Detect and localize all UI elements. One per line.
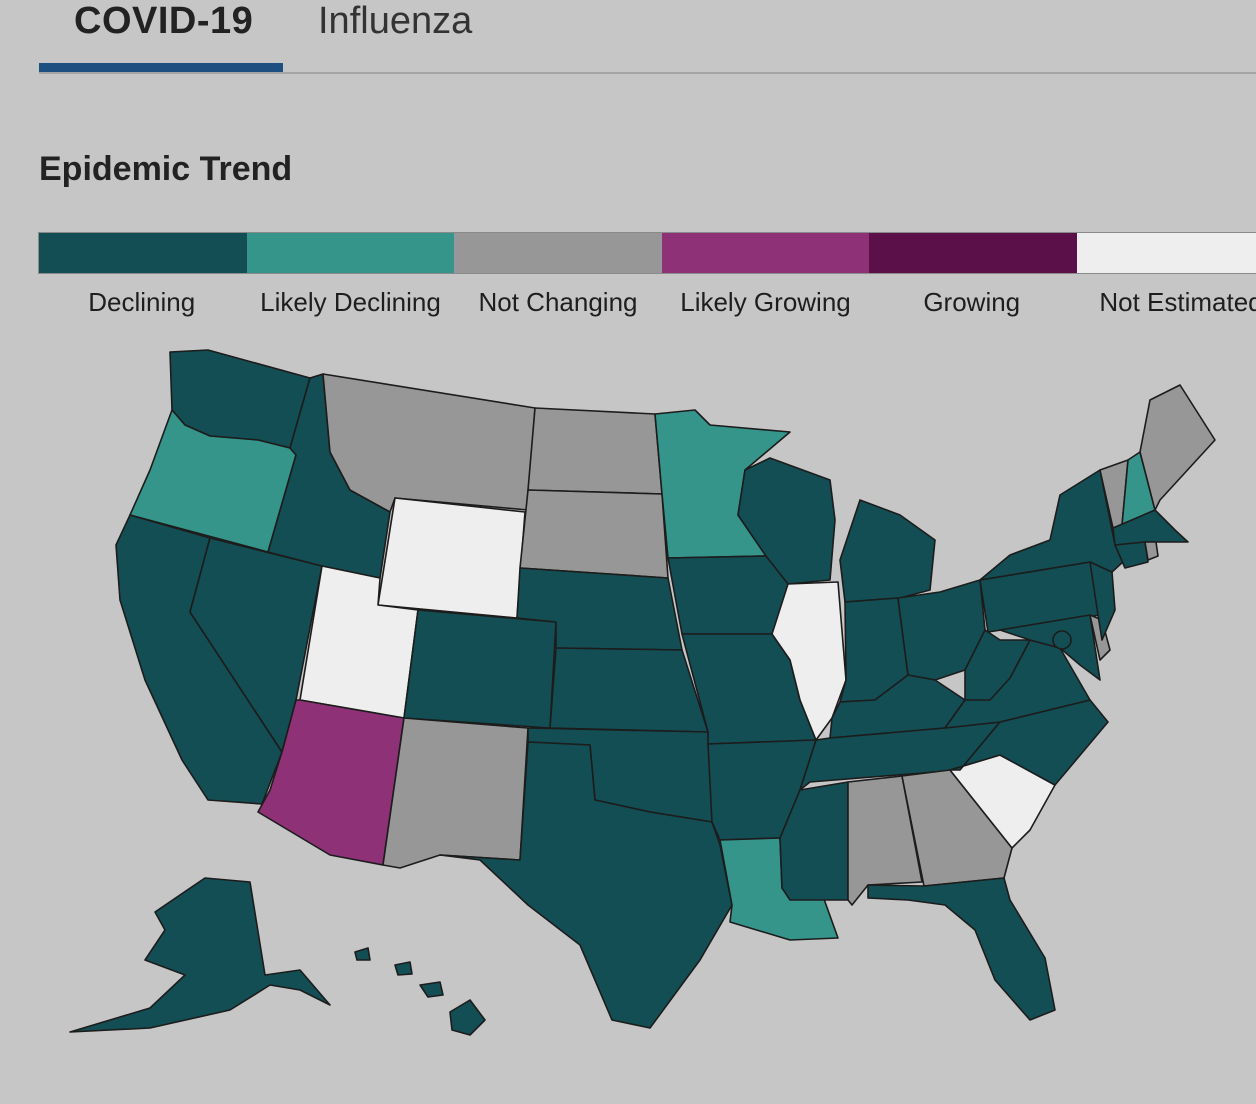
us-map-svg <box>69 349 1216 1036</box>
state-hi-maui[interactable] <box>419 981 444 998</box>
state-ak[interactable] <box>69 877 331 1033</box>
legend-swatch-not-estimated <box>1076 233 1256 273</box>
state-tx[interactable] <box>439 741 733 1029</box>
state-fl[interactable] <box>867 877 1056 1021</box>
state-mi[interactable] <box>839 499 936 603</box>
state-ri[interactable] <box>1144 541 1159 561</box>
legend-label-likely-growing: Likely Growing <box>680 287 851 317</box>
state-ct[interactable] <box>1114 541 1149 569</box>
tab-divider <box>39 72 1256 74</box>
state-dc[interactable] <box>1052 630 1072 650</box>
legend-swatch-likely-growing <box>661 233 869 273</box>
legend-swatch-not-changing <box>454 233 662 273</box>
legend-color-bar <box>38 232 1256 274</box>
state-wy[interactable] <box>377 497 526 619</box>
state-ks[interactable] <box>549 647 709 733</box>
legend-labels: Declining Likely Declining Not Changing … <box>38 288 1256 352</box>
legend-label-not-changing: Not Changing <box>478 287 638 317</box>
legend-label-likely-declining: Likely Declining <box>260 287 441 317</box>
state-hi-oahu[interactable] <box>394 961 413 976</box>
us-state-map <box>0 340 1256 1060</box>
section-title: Epidemic Trend <box>39 150 293 188</box>
tab-influenza[interactable]: Influenza <box>318 0 473 42</box>
legend-label-growing: Growing <box>923 287 1021 317</box>
state-ny[interactable] <box>979 469 1126 581</box>
legend-swatch-likely-declining <box>246 233 454 273</box>
state-nm[interactable] <box>382 717 529 869</box>
active-tab-indicator <box>39 63 283 73</box>
state-wi[interactable] <box>737 457 836 585</box>
state-co[interactable] <box>403 609 557 729</box>
legend-swatch-growing <box>869 233 1077 273</box>
legend-swatch-declining <box>39 233 247 273</box>
state-sd[interactable] <box>519 489 669 579</box>
tab-covid-19[interactable]: COVID-19 <box>74 0 254 42</box>
state-hi-kauai[interactable] <box>354 947 371 961</box>
tab-bar: COVID-19 Influenza <box>0 0 1256 76</box>
legend-label-not-estimated: Not Estimated <box>1099 287 1256 317</box>
state-me[interactable] <box>1139 384 1216 511</box>
legend-label-declining: Declining <box>88 287 196 317</box>
state-ga[interactable] <box>901 769 1013 887</box>
state-mt[interactable] <box>322 373 536 513</box>
state-nd[interactable] <box>527 407 663 495</box>
state-hi[interactable] <box>449 999 486 1036</box>
state-ia[interactable] <box>667 555 791 635</box>
